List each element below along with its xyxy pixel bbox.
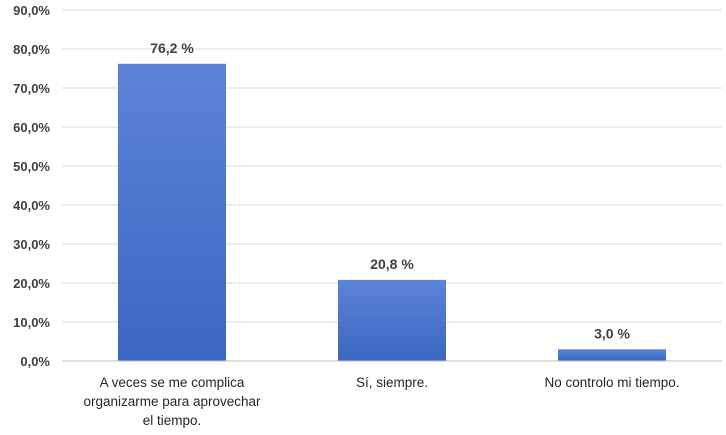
y-tick-label: 10,0% xyxy=(13,315,50,330)
category-label-line: No controlo mi tiempo. xyxy=(544,375,679,390)
y-tick-label: 60,0% xyxy=(13,120,50,135)
category-label: No controlo mi tiempo. xyxy=(544,375,679,390)
category-label-line: Sí, siempre. xyxy=(356,375,428,390)
category-labels: A veces se me complica organizarme para a… xyxy=(83,375,679,428)
y-tick-label: 50,0% xyxy=(13,159,50,174)
y-tick-label: 0,0% xyxy=(20,354,50,369)
category-label-line: organizarme para aprovechar xyxy=(83,394,261,409)
data-label: 20,8 % xyxy=(370,256,414,272)
y-axis-tick-labels: 0,0% 10,0% 20,0% 30,0% 40,0% 50,0% 60,0% 70,0% 8… xyxy=(13,3,50,369)
data-label: 76,2 % xyxy=(150,40,194,56)
y-tick-label: 70,0% xyxy=(13,81,50,96)
category-label-line: A veces se me complica xyxy=(100,375,245,390)
data-labels: 76,2 % 20,8 % 3,0 % xyxy=(150,40,630,341)
category-label-line: el tiempo. xyxy=(143,413,202,428)
category-label: Sí, siempre. xyxy=(356,375,428,390)
y-tick-label: 90,0% xyxy=(13,3,50,18)
bar xyxy=(338,279,446,361)
y-tick-label: 40,0% xyxy=(13,198,50,213)
category-label: A veces se me complica organizarme para a… xyxy=(83,375,261,428)
bar xyxy=(118,63,226,361)
data-label: 3,0 % xyxy=(594,325,630,341)
bars xyxy=(118,63,666,361)
y-tick-label: 20,0% xyxy=(13,276,50,291)
y-tick-label: 30,0% xyxy=(13,237,50,252)
y-tick-label: 80,0% xyxy=(13,42,50,57)
bar xyxy=(558,349,666,361)
